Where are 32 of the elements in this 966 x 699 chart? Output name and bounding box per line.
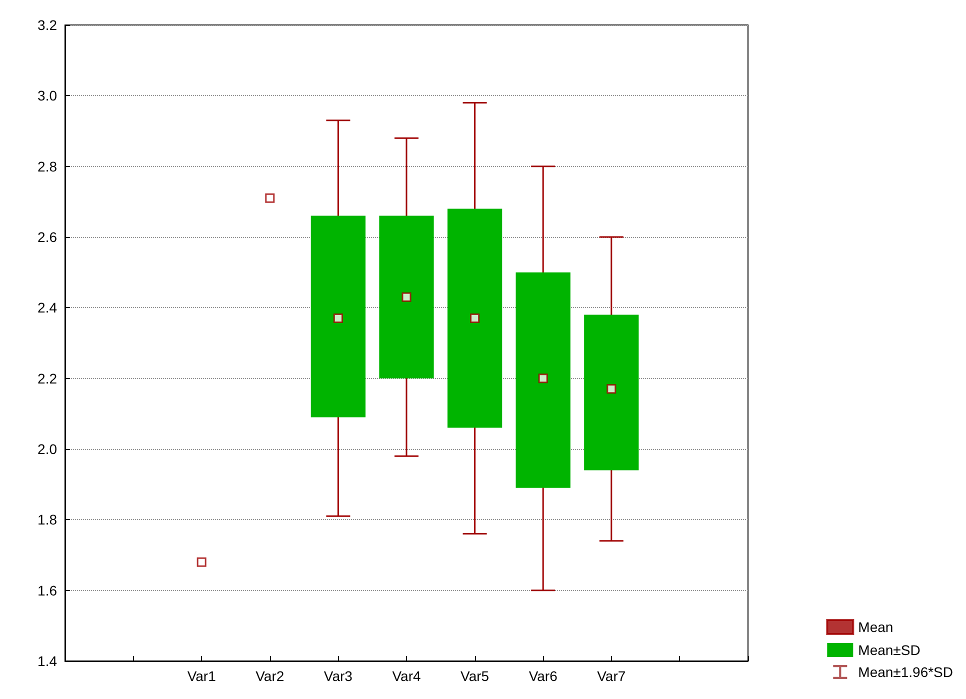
- y-tick-label: 2.6: [38, 229, 58, 245]
- y-tick-label: 1.6: [38, 582, 58, 598]
- point: [470, 314, 480, 324]
- bar: [310, 216, 366, 418]
- x-tick-label: Var2: [256, 668, 284, 684]
- legend-label: Mean±SD: [858, 642, 920, 658]
- y-tick-label: 1.8: [38, 512, 58, 528]
- bar: [447, 208, 502, 428]
- x-tick-label: Var6: [528, 668, 558, 684]
- legend-label: Mean±1.96*SD: [858, 664, 954, 680]
- y-tick-label: 2.0: [38, 441, 58, 457]
- point: [538, 374, 548, 384]
- x-tick-label: Var1: [187, 668, 216, 684]
- x-tick-label: Var5: [460, 668, 490, 684]
- y-tick-label: 1.4: [38, 653, 58, 669]
- bar: [379, 216, 434, 378]
- legend-label: Mean: [858, 619, 894, 635]
- point: [606, 384, 616, 394]
- x-tick-label: Var4: [392, 668, 421, 684]
- y-tick-label: 3.2: [38, 17, 58, 33]
- point: [402, 292, 412, 302]
- x-tick-label: Var3: [324, 668, 353, 684]
- y-tick-label: 2.8: [38, 158, 58, 174]
- bar: [516, 272, 570, 488]
- point: [196, 557, 206, 567]
- y-tick-label: 2.4: [38, 300, 58, 316]
- point: [333, 314, 343, 324]
- y-tick-label: 3.0: [38, 88, 58, 104]
- y-tick-label: 2.2: [38, 370, 58, 386]
- point: [265, 193, 275, 203]
- x-tick-label: Var7: [597, 668, 626, 684]
- bar: [584, 314, 639, 470]
